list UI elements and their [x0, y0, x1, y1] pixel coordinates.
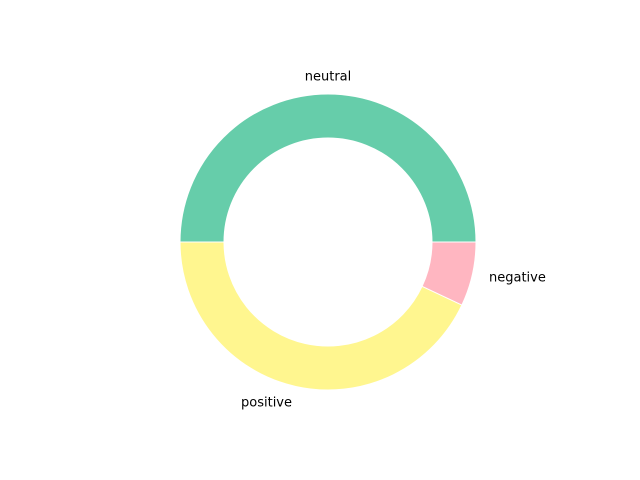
- donut-slices: [179, 93, 477, 391]
- slice-labels: neutral positive negative: [241, 70, 546, 411]
- slice-neutral: [179, 93, 477, 243]
- slice-negative: [421, 241, 477, 306]
- slice-label-positive: positive: [241, 396, 292, 411]
- slice-label-neutral: neutral: [305, 70, 352, 85]
- slice-label-negative: negative: [489, 271, 546, 286]
- slice-positive: [179, 241, 463, 391]
